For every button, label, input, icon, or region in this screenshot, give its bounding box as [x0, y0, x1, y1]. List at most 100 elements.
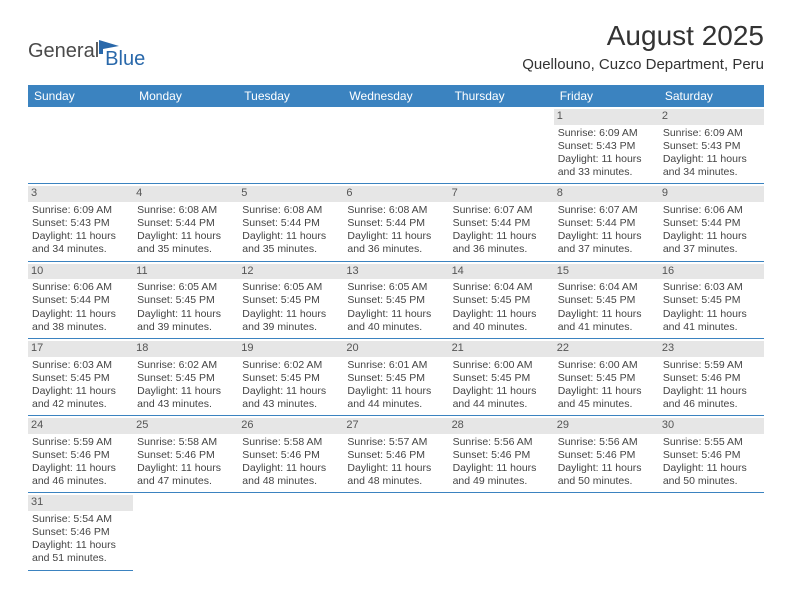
day-number: 25	[133, 418, 238, 434]
day-cell: 19Sunrise: 6:02 AMSunset: 5:45 PMDayligh…	[238, 339, 343, 415]
day-cell: 25Sunrise: 5:58 AMSunset: 5:46 PMDayligh…	[133, 416, 238, 492]
dow-thursday: Thursday	[449, 85, 554, 107]
sunset-text: Sunset: 5:46 PM	[558, 449, 655, 462]
sunset-text: Sunset: 5:46 PM	[663, 449, 760, 462]
day-number	[554, 495, 659, 511]
month-title: August 2025	[522, 20, 764, 52]
sunset-text: Sunset: 5:44 PM	[137, 217, 234, 230]
sunrise-text: Sunrise: 5:55 AM	[663, 436, 760, 449]
day-number: 17	[28, 341, 133, 357]
day-number: 19	[238, 341, 343, 357]
sunrise-text: Sunrise: 6:04 AM	[453, 281, 550, 294]
dow-wednesday: Wednesday	[343, 85, 448, 107]
day-cell: 21Sunrise: 6:00 AMSunset: 5:45 PMDayligh…	[449, 339, 554, 415]
daylight-text: Daylight: 11 hours and 41 minutes.	[558, 308, 655, 334]
sunset-text: Sunset: 5:45 PM	[558, 372, 655, 385]
daylight-text: Daylight: 11 hours and 33 minutes.	[558, 153, 655, 179]
day-cell: 6Sunrise: 6:08 AMSunset: 5:44 PMDaylight…	[343, 184, 448, 260]
day-number	[343, 495, 448, 511]
day-number: 20	[343, 341, 448, 357]
sunset-text: Sunset: 5:43 PM	[663, 140, 760, 153]
day-cell: 30Sunrise: 5:55 AMSunset: 5:46 PMDayligh…	[659, 416, 764, 492]
daylight-text: Daylight: 11 hours and 46 minutes.	[32, 462, 129, 488]
daylight-text: Daylight: 11 hours and 36 minutes.	[453, 230, 550, 256]
sunset-text: Sunset: 5:45 PM	[453, 294, 550, 307]
sunset-text: Sunset: 5:45 PM	[242, 294, 339, 307]
day-cell	[659, 493, 764, 570]
day-of-week-row: Sunday Monday Tuesday Wednesday Thursday…	[28, 85, 764, 107]
day-number: 23	[659, 341, 764, 357]
sunrise-text: Sunrise: 6:07 AM	[453, 204, 550, 217]
daylight-text: Daylight: 11 hours and 51 minutes.	[32, 539, 129, 565]
day-cell	[28, 107, 133, 183]
day-number: 2	[659, 109, 764, 125]
sunrise-text: Sunrise: 5:54 AM	[32, 513, 129, 526]
day-number: 11	[133, 264, 238, 280]
daylight-text: Daylight: 11 hours and 49 minutes.	[453, 462, 550, 488]
day-cell	[449, 493, 554, 570]
sunset-text: Sunset: 5:46 PM	[32, 449, 129, 462]
day-number: 31	[28, 495, 133, 511]
sunset-text: Sunset: 5:45 PM	[137, 372, 234, 385]
sunset-text: Sunset: 5:45 PM	[32, 372, 129, 385]
day-cell: 7Sunrise: 6:07 AMSunset: 5:44 PMDaylight…	[449, 184, 554, 260]
day-cell: 8Sunrise: 6:07 AMSunset: 5:44 PMDaylight…	[554, 184, 659, 260]
sunrise-text: Sunrise: 6:08 AM	[242, 204, 339, 217]
week-row: 24Sunrise: 5:59 AMSunset: 5:46 PMDayligh…	[28, 416, 764, 493]
day-cell: 26Sunrise: 5:58 AMSunset: 5:46 PMDayligh…	[238, 416, 343, 492]
day-cell: 9Sunrise: 6:06 AMSunset: 5:44 PMDaylight…	[659, 184, 764, 260]
daylight-text: Daylight: 11 hours and 50 minutes.	[558, 462, 655, 488]
day-number: 6	[343, 186, 448, 202]
sunrise-text: Sunrise: 6:06 AM	[663, 204, 760, 217]
week-row: 17Sunrise: 6:03 AMSunset: 5:45 PMDayligh…	[28, 339, 764, 416]
sunrise-text: Sunrise: 5:59 AM	[32, 436, 129, 449]
daylight-text: Daylight: 11 hours and 35 minutes.	[137, 230, 234, 256]
day-number: 21	[449, 341, 554, 357]
day-cell	[133, 493, 238, 570]
day-cell	[133, 107, 238, 183]
sunrise-text: Sunrise: 6:05 AM	[137, 281, 234, 294]
title-block: August 2025 Quellouno, Cuzco Department,…	[522, 20, 764, 73]
sunrise-text: Sunrise: 6:02 AM	[242, 359, 339, 372]
sunrise-text: Sunrise: 6:04 AM	[558, 281, 655, 294]
day-number: 12	[238, 264, 343, 280]
day-cell: 27Sunrise: 5:57 AMSunset: 5:46 PMDayligh…	[343, 416, 448, 492]
day-cell: 2Sunrise: 6:09 AMSunset: 5:43 PMDaylight…	[659, 107, 764, 183]
day-cell	[554, 493, 659, 570]
calendar: Sunday Monday Tuesday Wednesday Thursday…	[28, 85, 764, 571]
day-number: 26	[238, 418, 343, 434]
day-cell: 10Sunrise: 6:06 AMSunset: 5:44 PMDayligh…	[28, 262, 133, 338]
day-number	[449, 495, 554, 511]
sunset-text: Sunset: 5:44 PM	[347, 217, 444, 230]
sunset-text: Sunset: 5:44 PM	[663, 217, 760, 230]
sunrise-text: Sunrise: 5:56 AM	[558, 436, 655, 449]
day-cell	[449, 107, 554, 183]
day-number: 3	[28, 186, 133, 202]
day-number: 8	[554, 186, 659, 202]
day-number: 9	[659, 186, 764, 202]
dow-monday: Monday	[133, 85, 238, 107]
daylight-text: Daylight: 11 hours and 47 minutes.	[137, 462, 234, 488]
daylight-text: Daylight: 11 hours and 36 minutes.	[347, 230, 444, 256]
day-number	[28, 109, 133, 125]
sunset-text: Sunset: 5:44 PM	[558, 217, 655, 230]
day-cell: 20Sunrise: 6:01 AMSunset: 5:45 PMDayligh…	[343, 339, 448, 415]
day-number: 30	[659, 418, 764, 434]
daylight-text: Daylight: 11 hours and 39 minutes.	[242, 308, 339, 334]
day-cell: 5Sunrise: 6:08 AMSunset: 5:44 PMDaylight…	[238, 184, 343, 260]
day-number: 5	[238, 186, 343, 202]
sunrise-text: Sunrise: 6:05 AM	[242, 281, 339, 294]
day-cell: 14Sunrise: 6:04 AMSunset: 5:45 PMDayligh…	[449, 262, 554, 338]
day-cell: 29Sunrise: 5:56 AMSunset: 5:46 PMDayligh…	[554, 416, 659, 492]
daylight-text: Daylight: 11 hours and 38 minutes.	[32, 308, 129, 334]
daylight-text: Daylight: 11 hours and 40 minutes.	[347, 308, 444, 334]
daylight-text: Daylight: 11 hours and 45 minutes.	[558, 385, 655, 411]
daylight-text: Daylight: 11 hours and 37 minutes.	[558, 230, 655, 256]
day-cell: 13Sunrise: 6:05 AMSunset: 5:45 PMDayligh…	[343, 262, 448, 338]
daylight-text: Daylight: 11 hours and 44 minutes.	[453, 385, 550, 411]
day-cell: 24Sunrise: 5:59 AMSunset: 5:46 PMDayligh…	[28, 416, 133, 492]
daylight-text: Daylight: 11 hours and 34 minutes.	[32, 230, 129, 256]
sunrise-text: Sunrise: 6:03 AM	[32, 359, 129, 372]
page-header: General Blue August 2025 Quellouno, Cuzc…	[0, 0, 792, 81]
daylight-text: Daylight: 11 hours and 35 minutes.	[242, 230, 339, 256]
